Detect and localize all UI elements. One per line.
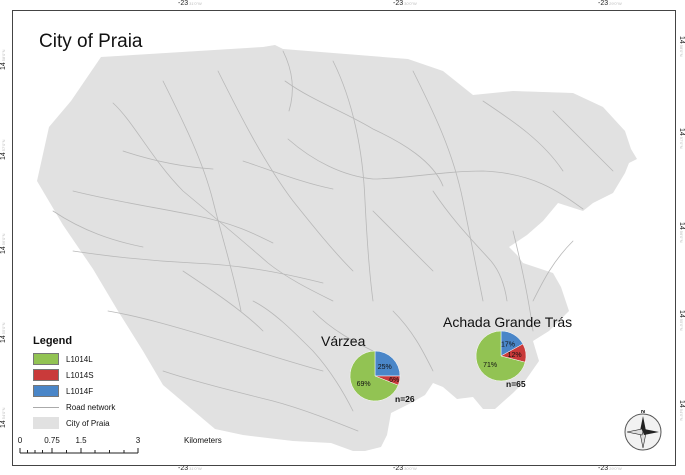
legend-item-l1014f: L1014F: [33, 383, 183, 399]
legend: Legend L1014L L1014S L1014F Road network…: [33, 335, 183, 431]
pie-slice-l1014f: [374, 350, 401, 377]
coord-top-3: -2329'0"W: [598, 0, 622, 7]
legend-item-l1014l: L1014L: [33, 351, 183, 367]
coord-bottom-1: -2331'0"W: [178, 465, 202, 472]
coord-right-5: 1454'0"N: [678, 400, 685, 421]
legend-swatch-city: [33, 417, 59, 429]
legend-swatch-l1014s: [33, 369, 59, 381]
site-label-varzea: Várzea: [321, 333, 366, 349]
legend-label-road-network: Road network: [66, 402, 116, 412]
coord-bottom-3: -2329'0"W: [598, 465, 622, 472]
coord-right-3: 1456'0"N: [678, 222, 685, 243]
map-title: City of Praia: [39, 31, 143, 52]
legend-item-l1014s: L1014S: [33, 367, 183, 383]
coord-left-2: 1457'0"N: [0, 139, 7, 160]
pie-layer: 25% 6% 69% 17% 12% 71%: [349, 330, 527, 402]
legend-line-road-network: [33, 406, 59, 408]
coord-right-4: 1455'0"N: [678, 310, 685, 331]
pie-label-l1014l: 71%: [483, 362, 497, 369]
scale-label-15: 1.5: [75, 436, 87, 445]
scale-units: Kilometers: [184, 436, 222, 445]
scale-label-0: 0: [17, 436, 23, 445]
coord-bottom-2: -2330'0"W: [393, 465, 417, 472]
legend-swatch-l1014l: [33, 353, 59, 365]
pie-label-l1014s: 6%: [389, 377, 399, 384]
road-network: [52, 50, 614, 432]
legend-label-city: City of Praia: [66, 418, 110, 428]
coord-left-3: 1456'0"N: [0, 233, 7, 254]
pie-slice-l1014l: [349, 350, 399, 402]
coord-top-2: -2330'0"W: [393, 0, 417, 7]
north-arrow-icon: N: [622, 409, 664, 452]
legend-title: Legend: [33, 335, 73, 347]
legend-label-l1014l: L1014L: [66, 354, 93, 364]
site-label-achada-grande-tras: Achada Grande Trás: [443, 314, 573, 330]
site-n-achada-grande-tras: n=65: [506, 379, 526, 389]
coord-right-2: 1457'0"N: [678, 128, 685, 149]
north-label: N: [641, 410, 645, 415]
legend-label-l1014f: L1014F: [66, 386, 94, 396]
coord-left-1: 1458'0"N: [0, 49, 7, 70]
pie-label-l1014s: 12%: [508, 352, 522, 359]
pie-label-l1014f: 17%: [501, 342, 515, 349]
coord-right-1: 1458'0"N: [678, 36, 685, 57]
site-n-varzea: n=26: [395, 394, 415, 404]
scale-bar: 0 0.75 1.5 3 Kilometers: [18, 436, 238, 458]
pie-slice-l1014l: [475, 330, 526, 382]
scale-ruler: [19, 448, 139, 454]
legend-item-city: City of Praia: [33, 415, 183, 431]
coord-top-1: -2331'0"W: [178, 0, 202, 7]
scale-label-075: 0.75: [44, 436, 60, 445]
coord-left-4: 1455'0"N: [0, 322, 7, 343]
pie-label-l1014l: 69%: [357, 381, 371, 388]
coord-left-5: 1454'0"N: [0, 407, 7, 428]
map-frame: City of Praia Várzea n=26 Achada Grande …: [12, 10, 676, 466]
legend-swatch-l1014f: [33, 385, 59, 397]
scale-label-3: 3: [135, 436, 141, 445]
legend-item-road-network: Road network: [33, 399, 183, 415]
pie-label-l1014f: 25%: [378, 364, 392, 371]
legend-label-l1014s: L1014S: [66, 370, 94, 380]
